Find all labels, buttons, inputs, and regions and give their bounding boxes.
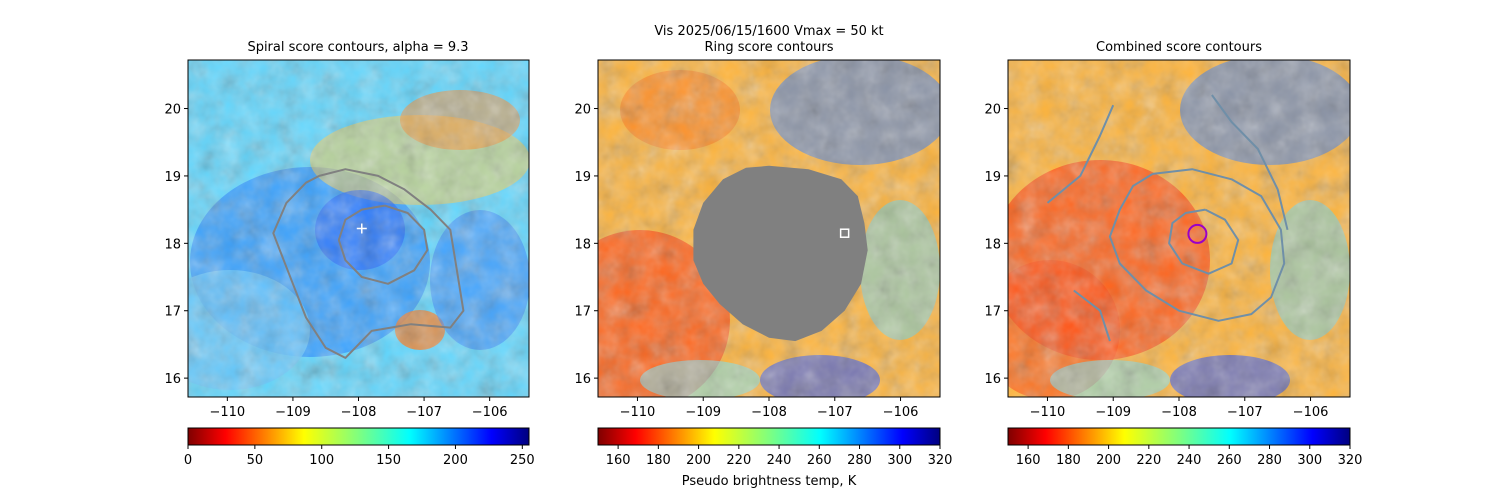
colorbar-tick-label: 260 [807, 453, 832, 468]
colorbar-tick-label: 160 [606, 453, 631, 468]
circle-marker [1187, 223, 1208, 244]
y-tick-label: 18 [984, 237, 1001, 252]
contour-line [1108, 168, 1286, 322]
x-tick-label: −107 [406, 405, 442, 420]
masked-region [693, 165, 868, 342]
heatmap-image [188, 60, 529, 397]
panel-spiral: Spiral score contours, alpha = 9.3 −110−… [164, 40, 535, 468]
x-tick-label: −107 [1227, 405, 1263, 420]
colorbar-tick-label: 0 [184, 453, 192, 468]
colorbar-tick-label: 50 [247, 453, 264, 468]
colorbar-tick-label: 180 [646, 453, 671, 468]
colorbar-tick-label: 160 [1016, 453, 1041, 468]
panel-ring: Ring score contours −110 −109 −108 −107 −106… [574, 40, 953, 489]
x-tick-label: −106 [883, 405, 919, 420]
y-tick-label: 20 [984, 103, 1001, 118]
colorbar-label: Pseudo brightness temp, K [682, 474, 857, 489]
colorbar-tick-label: 240 [767, 453, 792, 468]
y-tick-label: 17 [574, 305, 591, 320]
colorbar-ticks: 160 180 200 220 240 260 280 300 320 [1016, 445, 1363, 468]
x-tick-label: −109 [685, 405, 721, 420]
colorbar-tick-label: 300 [887, 453, 912, 468]
y-tick-label: 19 [574, 170, 591, 185]
y-tick-label: 16 [574, 372, 591, 387]
colorbar-gradient [597, 427, 941, 446]
x-tick-label: −109 [275, 405, 311, 420]
colorbar-tick-label: 180 [1056, 453, 1081, 468]
panel-combined: Combined score contours −110 −109 −108 −107… [984, 40, 1363, 468]
contour-layer [1046, 94, 1289, 342]
center-marker [1187, 223, 1208, 244]
colorbar-tick-label: 320 [928, 453, 953, 468]
y-tick-label: 17 [164, 305, 181, 320]
y-tick-label: 17 [984, 305, 1001, 320]
square-marker [839, 228, 850, 238]
contour-line [1073, 289, 1111, 342]
y-tick-label: 20 [164, 103, 181, 118]
colorbar-tick-label: 200 [686, 453, 711, 468]
colorbar-tick-label: 260 [1217, 453, 1242, 468]
colorbar: 0 50 100 150 200 250 [184, 427, 535, 468]
panel-title: Combined score contours [1096, 40, 1262, 55]
colorbar-tick-label: 300 [1297, 453, 1322, 468]
heatmap-image [1008, 60, 1350, 397]
y-tick-label: 18 [574, 237, 591, 252]
contour-line [272, 168, 465, 359]
x-axis: −110 −109 −108 −107 −106 [620, 397, 919, 420]
colorbar: 160 180 200 220 240 260 280 300 320 Pseudo brigh… [597, 427, 953, 489]
colorbar-tick-label: 250 [510, 453, 535, 468]
x-tick-label: −110 [620, 405, 656, 420]
contour-line [337, 204, 429, 285]
x-axis: −110 −109 −108 −107 −106 [209, 397, 508, 420]
x-tick-label: −106 [1293, 405, 1329, 420]
colorbar-tick-label: 200 [443, 453, 468, 468]
y-tick-label: 16 [164, 372, 181, 387]
colorbar-gradient [187, 427, 530, 446]
y-tick-label: 19 [984, 170, 1001, 185]
colorbar-tick-label: 320 [1338, 453, 1363, 468]
colorbar-tick-label: 150 [376, 453, 401, 468]
y-tick-label: 18 [164, 237, 181, 252]
colorbar-tick-label: 200 [1096, 453, 1121, 468]
figure-suptitle: Vis 2025/06/15/1600 Vmax = 50 kt [654, 24, 883, 39]
colorbar-tick-label: 280 [847, 453, 872, 468]
colorbar-tick-label: 280 [1257, 453, 1282, 468]
colorbar-tick-label: 220 [726, 453, 751, 468]
contour-line [1211, 94, 1289, 231]
colorbar-ticks: 0 50 100 150 200 250 [184, 445, 535, 468]
x-tick-label: −108 [341, 405, 377, 420]
center-marker [839, 228, 850, 238]
x-tick-label: −108 [751, 405, 787, 420]
x-tick-label: −110 [1030, 405, 1066, 420]
colorbar-tick-label: 220 [1136, 453, 1161, 468]
colorbar-tick-label: 100 [309, 453, 334, 468]
x-tick-label: −107 [817, 405, 853, 420]
colorbar-gradient [1007, 427, 1351, 446]
y-tick-label: 19 [164, 170, 181, 185]
colorbar-tick-label: 240 [1177, 453, 1202, 468]
panel-title: Ring score contours [704, 40, 833, 55]
x-tick-label: −106 [472, 405, 508, 420]
x-axis: −110 −109 −108 −107 −106 [1030, 397, 1329, 420]
center-marker [356, 223, 367, 234]
x-tick-label: −110 [209, 405, 245, 420]
colorbar: 160 180 200 220 240 260 280 300 320 [1007, 427, 1363, 468]
y-axis: 16 17 18 19 20 [574, 103, 598, 387]
y-tick-label: 20 [574, 103, 591, 118]
x-tick-label: −108 [1161, 405, 1197, 420]
contour-line [1046, 104, 1115, 204]
colorbar-ticks: 160 180 200 220 240 260 280 300 320 [606, 445, 953, 468]
contour-line [1168, 208, 1240, 275]
y-axis: 16 17 18 19 20 [984, 103, 1008, 387]
masked-region-shape [693, 165, 868, 342]
contour-layer [272, 168, 465, 359]
panel-title: Spiral score contours, alpha = 9.3 [247, 40, 468, 55]
y-tick-label: 16 [984, 372, 1001, 387]
y-axis: 16 17 18 19 20 [164, 103, 188, 387]
x-tick-label: −109 [1095, 405, 1131, 420]
